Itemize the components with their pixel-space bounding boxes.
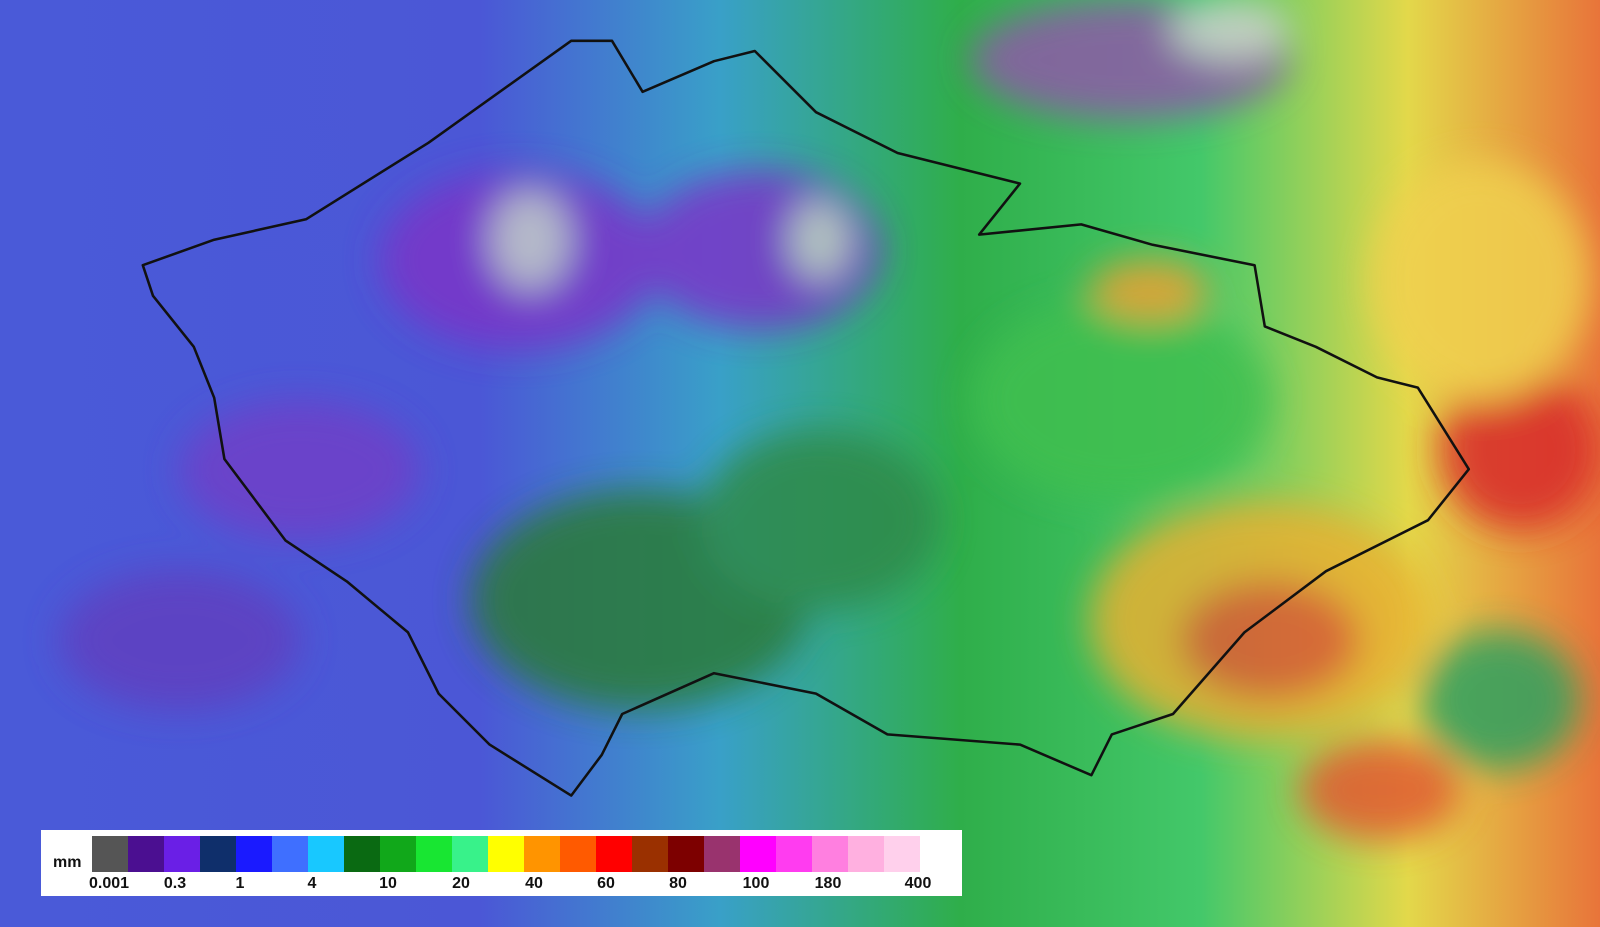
legend-label: 40 [525, 875, 543, 892]
legend-swatch [632, 836, 668, 872]
legend-swatch [200, 836, 236, 872]
legend-label: 400 [905, 875, 932, 892]
legend-swatch [380, 836, 416, 872]
legend-swatch [884, 836, 920, 872]
legend-swatch [776, 836, 812, 872]
legend-label: 100 [743, 875, 770, 892]
legend-swatch [236, 836, 272, 872]
legend-swatch [812, 836, 848, 872]
legend-label: 20 [452, 875, 470, 892]
country-border [141, 39, 1471, 797]
legend-swatch [704, 836, 740, 872]
legend-swatch [164, 836, 200, 872]
legend-label: 0.001 [89, 875, 129, 892]
legend-swatch [668, 836, 704, 872]
legend-label: 180 [815, 875, 842, 892]
legend-label: 0.3 [164, 875, 186, 892]
legend-label: 1 [236, 875, 245, 892]
legend-swatch [560, 836, 596, 872]
legend-label: 80 [669, 875, 687, 892]
legend-swatch [452, 836, 488, 872]
legend-unit: mm [53, 854, 81, 871]
legend-swatch [848, 836, 884, 872]
legend-swatch [740, 836, 776, 872]
legend-swatch [308, 836, 344, 872]
legend-swatch [524, 836, 560, 872]
legend-label: 4 [308, 875, 317, 892]
legend-swatch [344, 836, 380, 872]
legend-swatch [596, 836, 632, 872]
legend-swatch [92, 836, 128, 872]
legend-swatch [488, 836, 524, 872]
legend-swatch [272, 836, 308, 872]
legend-swatch [128, 836, 164, 872]
legend-swatch [416, 836, 452, 872]
legend: mm 0.001 0.3 1 4 10 20 40 60 80 100 180 400 [41, 830, 962, 896]
legend-label: 60 [597, 875, 615, 892]
precipitation-fields [60, 0, 1600, 840]
legend-label: 10 [379, 875, 397, 892]
